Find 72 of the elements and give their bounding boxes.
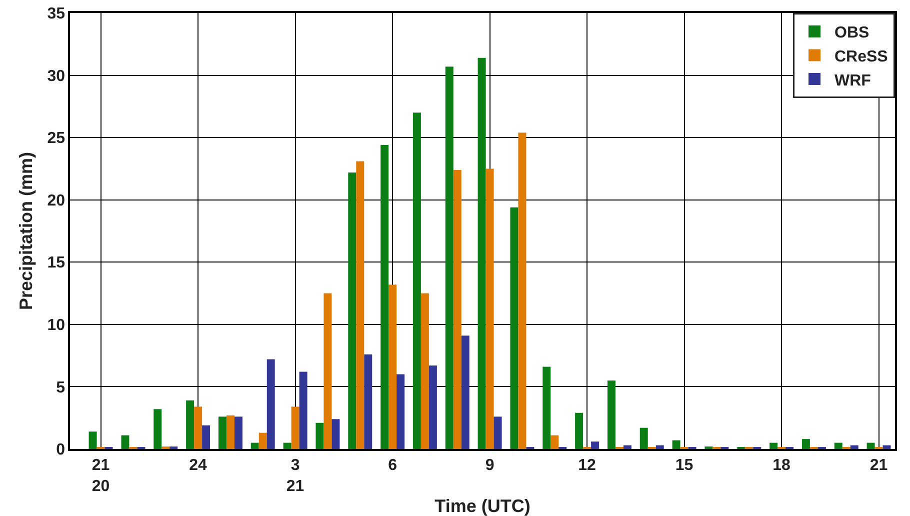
x-tick-label: 15: [675, 456, 694, 474]
x-tick-label: 9: [485, 456, 494, 474]
bar: [656, 445, 664, 449]
legend-label: WRF: [834, 72, 872, 90]
bar: [121, 435, 130, 449]
y-tick-label: 0: [56, 442, 66, 459]
bar: [299, 372, 308, 449]
x-tick-label: 18: [772, 456, 791, 474]
bar: [510, 207, 518, 449]
bar: [154, 409, 162, 449]
bar: [283, 442, 292, 449]
y-tick-label: 10: [47, 317, 66, 334]
bar: [834, 442, 842, 449]
x-tick-label: 6: [388, 456, 398, 474]
bar: [478, 58, 486, 449]
x-tick-label: 24: [189, 456, 208, 474]
bar: [186, 400, 194, 449]
bar: [380, 145, 389, 449]
bar: [356, 161, 364, 449]
bar: [258, 432, 267, 449]
y-tick-label: 35: [47, 6, 66, 23]
bar: [802, 439, 810, 449]
x-tick-label: 3 21: [286, 456, 304, 495]
bar: [226, 415, 234, 449]
bar: [518, 132, 526, 449]
bar: [607, 380, 616, 449]
bar: [453, 170, 462, 449]
legend-label: CReSS: [834, 48, 888, 66]
y-axis-title: Precipitation (mm): [16, 152, 36, 310]
bar: [316, 422, 324, 449]
bar: [770, 442, 778, 449]
bar: [324, 293, 332, 449]
bar: [291, 406, 300, 449]
bar: [575, 412, 584, 449]
bar: [486, 168, 494, 449]
bar: [866, 442, 875, 449]
bar: [332, 419, 340, 449]
bar: [412, 112, 421, 449]
bar: [591, 442, 600, 449]
x-tick-label: 21 20: [92, 456, 110, 495]
bar: [542, 366, 551, 449]
bar: [445, 66, 454, 449]
bar: [550, 435, 559, 449]
bar: [461, 336, 470, 449]
bar: [218, 416, 226, 449]
x-tick-label: 12: [578, 456, 596, 474]
bar: [250, 442, 259, 449]
y-tick-label: 20: [47, 192, 66, 210]
bar: [348, 172, 356, 449]
bar: [623, 445, 632, 449]
legend-label: OBS: [834, 24, 870, 42]
y-tick-label: 30: [47, 68, 66, 85]
x-axis-title: Time (UTC): [434, 496, 530, 516]
x-tick-label: 21: [870, 456, 888, 474]
bar: [428, 366, 437, 449]
bar: [396, 374, 405, 449]
bar: [640, 428, 648, 449]
bar: [202, 425, 210, 449]
y-tick-label: 15: [47, 254, 66, 272]
y-tick-label: 5: [56, 379, 66, 396]
bar: [494, 416, 502, 449]
bar: [266, 359, 275, 449]
bar: [88, 432, 97, 449]
bar: [672, 440, 680, 449]
bar: [388, 284, 397, 449]
bar: [364, 354, 372, 449]
bar: [194, 406, 202, 449]
y-tick-label: 25: [47, 130, 66, 148]
bar: [420, 293, 429, 449]
bar: [234, 416, 242, 449]
bar: [882, 445, 891, 449]
bar: [850, 445, 858, 449]
